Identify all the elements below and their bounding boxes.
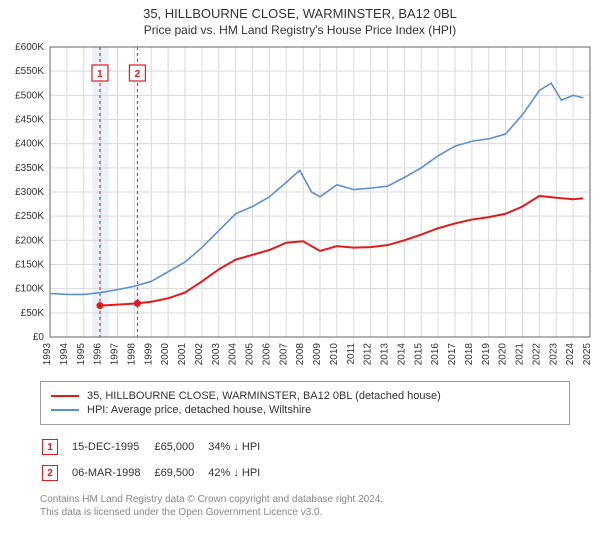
svg-text:£150K: £150K — [15, 260, 44, 271]
marker-price: £65,000 — [154, 435, 206, 459]
svg-text:2022: 2022 — [531, 343, 542, 366]
svg-text:£50K: £50K — [21, 308, 45, 319]
svg-text:2006: 2006 — [261, 343, 272, 366]
svg-text:2001: 2001 — [177, 343, 188, 366]
svg-text:1994: 1994 — [59, 343, 70, 366]
legend-row: 35, HILLBOURNE CLOSE, WARMINSTER, BA12 0… — [51, 390, 559, 402]
title-subtitle: Price paid vs. HM Land Registry's House … — [0, 23, 600, 37]
svg-text:2000: 2000 — [160, 343, 171, 366]
svg-text:£200K: £200K — [15, 235, 44, 246]
svg-text:2: 2 — [135, 69, 141, 80]
svg-text:2004: 2004 — [228, 343, 239, 366]
data-point — [96, 302, 103, 309]
svg-text:1999: 1999 — [143, 343, 154, 366]
svg-text:2021: 2021 — [515, 343, 526, 366]
svg-text:2019: 2019 — [481, 343, 492, 366]
svg-text:2015: 2015 — [413, 343, 424, 366]
legend-label: 35, HILLBOURNE CLOSE, WARMINSTER, BA12 0… — [87, 390, 441, 402]
svg-text:£250K: £250K — [15, 211, 44, 222]
legend: 35, HILLBOURNE CLOSE, WARMINSTER, BA12 0… — [40, 381, 570, 425]
svg-text:2013: 2013 — [380, 343, 391, 366]
svg-text:£400K: £400K — [15, 139, 44, 150]
svg-text:£300K: £300K — [15, 187, 44, 198]
svg-text:2003: 2003 — [211, 343, 222, 366]
svg-text:2024: 2024 — [565, 343, 576, 366]
marker-price: £69,500 — [154, 461, 206, 485]
marker-date: 15-DEC-1995 — [72, 435, 152, 459]
svg-text:2002: 2002 — [194, 343, 205, 366]
footer-line-1: Contains HM Land Registry data © Crown c… — [40, 493, 570, 506]
price-chart: £0 £50K £100K £150K £200K £250K £300K £350K £400… — [0, 37, 600, 377]
marker-date: 06-MAR-1998 — [72, 461, 152, 485]
svg-text:2016: 2016 — [430, 343, 441, 366]
svg-text:2018: 2018 — [464, 343, 475, 366]
svg-text:2009: 2009 — [312, 343, 323, 366]
svg-text:£450K: £450K — [15, 115, 44, 126]
svg-text:£600K: £600K — [15, 42, 44, 53]
svg-text:2017: 2017 — [447, 343, 458, 366]
footer-line-2: This data is licensed under the Open Gov… — [40, 506, 570, 519]
svg-text:1995: 1995 — [76, 343, 87, 366]
marker-row: 2 06-MAR-1998£69,50042% ↓ HPI — [42, 461, 272, 485]
marker-delta: 34% ↓ HPI — [208, 435, 272, 459]
svg-text:2005: 2005 — [245, 343, 256, 366]
svg-text:2020: 2020 — [498, 343, 509, 366]
svg-text:1998: 1998 — [126, 343, 137, 366]
title-address: 35, HILLBOURNE CLOSE, WARMINSTER, BA12 0… — [0, 6, 600, 21]
svg-text:£100K: £100K — [15, 284, 44, 295]
legend-swatch — [51, 409, 79, 411]
svg-text:2014: 2014 — [396, 343, 407, 366]
svg-text:£350K: £350K — [15, 163, 44, 174]
svg-text:1: 1 — [97, 69, 103, 80]
data-point — [134, 300, 141, 307]
svg-text:2023: 2023 — [548, 343, 559, 366]
svg-text:£0: £0 — [33, 332, 45, 343]
legend-swatch — [51, 395, 79, 397]
sale-markers-table: 1 15-DEC-1995£65,00034% ↓ HPI 2 06-MAR-1998… — [40, 433, 274, 487]
marker-number-box: 2 — [42, 465, 58, 481]
svg-text:£550K: £550K — [15, 66, 44, 77]
marker-delta: 42% ↓ HPI — [208, 461, 272, 485]
svg-text:1997: 1997 — [110, 343, 121, 366]
svg-text:2010: 2010 — [329, 343, 340, 366]
svg-text:2007: 2007 — [278, 343, 289, 366]
svg-text:1996: 1996 — [93, 343, 104, 366]
svg-text:£500K: £500K — [15, 90, 44, 101]
marker-row: 1 15-DEC-1995£65,00034% ↓ HPI — [42, 435, 272, 459]
attribution-footer: Contains HM Land Registry data © Crown c… — [40, 493, 570, 519]
svg-text:2008: 2008 — [295, 343, 306, 366]
svg-text:2025: 2025 — [582, 343, 593, 366]
svg-text:2011: 2011 — [346, 343, 357, 365]
svg-text:2012: 2012 — [363, 343, 374, 366]
svg-text:1993: 1993 — [42, 343, 53, 366]
marker-number-box: 1 — [42, 439, 58, 455]
legend-label: HPI: Average price, detached house, Wilt… — [87, 404, 311, 416]
legend-row: HPI: Average price, detached house, Wilt… — [51, 404, 559, 416]
